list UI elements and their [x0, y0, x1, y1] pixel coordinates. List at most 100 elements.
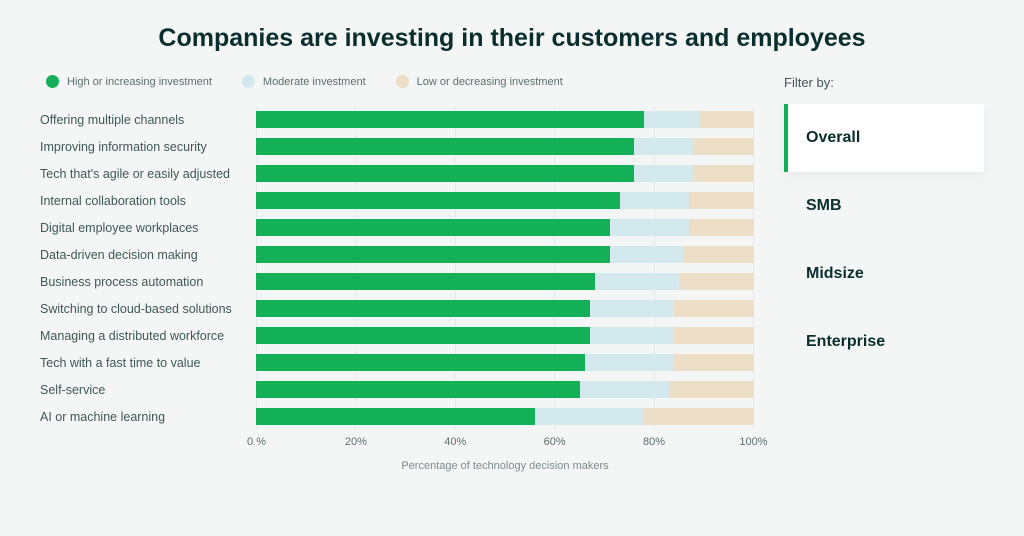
bar-row	[256, 187, 754, 214]
bar-segment	[256, 300, 590, 317]
bar-segment	[256, 381, 580, 398]
legend-label: High or increasing investment	[67, 76, 212, 88]
legend-swatch	[396, 75, 409, 88]
category-label: Offering multiple channels	[40, 106, 256, 133]
legend-label: Moderate investment	[263, 76, 366, 88]
category-label: AI or machine learning	[40, 403, 256, 430]
content: High or increasing investment Moderate in…	[40, 75, 984, 472]
bar-segment	[694, 138, 754, 155]
category-label: Improving information security	[40, 133, 256, 160]
stacked-bar	[256, 138, 754, 155]
bar-segment	[256, 273, 595, 290]
bar-segment	[256, 354, 585, 371]
bar-segment	[689, 192, 754, 209]
bar-segment	[699, 111, 754, 128]
category-label: Tech that's agile or easily adjusted	[40, 160, 256, 187]
legend-item: Moderate investment	[242, 75, 366, 88]
filter-title: Filter by:	[784, 75, 984, 90]
stacked-bar	[256, 111, 754, 128]
bar-row	[256, 160, 754, 187]
legend: High or increasing investment Moderate in…	[46, 75, 754, 88]
legend-label: Low or decreasing investment	[417, 76, 563, 88]
bar-segment	[256, 138, 634, 155]
filter-option-midsize[interactable]: Midsize	[784, 240, 984, 308]
x-tick: 80%	[654, 436, 655, 448]
category-label: Internal collaboration tools	[40, 187, 256, 214]
bar-row	[256, 241, 754, 268]
filter-option-overall[interactable]: Overall	[784, 104, 984, 172]
bar-row	[256, 295, 754, 322]
stacked-bar	[256, 408, 754, 425]
bar-row	[256, 322, 754, 349]
bar-segment	[674, 300, 754, 317]
bar-segment	[256, 192, 620, 209]
category-label: Switching to cloud-based solutions	[40, 295, 256, 322]
bar-segment	[610, 219, 690, 236]
category-label: Digital employee workplaces	[40, 214, 256, 241]
bar-segment	[679, 273, 754, 290]
y-axis-labels: Offering multiple channelsImproving info…	[40, 106, 256, 448]
category-label: Data-driven decision making	[40, 241, 256, 268]
bars	[256, 106, 754, 430]
stacked-bar	[256, 192, 754, 209]
bar-segment	[590, 300, 675, 317]
bar-segment	[535, 408, 645, 425]
page-title: Companies are investing in their custome…	[40, 24, 984, 53]
category-label: Managing a distributed workforce	[40, 322, 256, 349]
x-tick: 40%	[455, 436, 456, 448]
bar-row	[256, 403, 754, 430]
chart-body: Offering multiple channelsImproving info…	[40, 106, 754, 448]
stacked-bar	[256, 381, 754, 398]
bar-segment	[256, 219, 610, 236]
bar-row	[256, 106, 754, 133]
filter-option-smb[interactable]: SMB	[784, 172, 984, 240]
legend-swatch	[242, 75, 255, 88]
bar-segment	[669, 381, 754, 398]
filter-list: OverallSMBMidsizeEnterprise	[784, 104, 984, 376]
bar-segment	[580, 381, 670, 398]
bar-segment	[256, 111, 644, 128]
bar-row	[256, 268, 754, 295]
bar-segment	[634, 165, 694, 182]
bar-segment	[694, 165, 754, 182]
stacked-bar	[256, 300, 754, 317]
bar-segment	[634, 138, 694, 155]
bar-segment	[644, 111, 699, 128]
bar-segment	[256, 408, 535, 425]
stacked-bar	[256, 246, 754, 263]
chart-area: High or increasing investment Moderate in…	[40, 75, 754, 472]
bar-segment	[644, 408, 754, 425]
bar-segment	[590, 327, 675, 344]
x-tick: 100%	[753, 436, 754, 448]
legend-item: Low or decreasing investment	[396, 75, 563, 88]
bar-segment	[689, 219, 754, 236]
bar-segment	[674, 354, 754, 371]
bar-segment	[585, 354, 675, 371]
bar-row	[256, 133, 754, 160]
stacked-bar	[256, 165, 754, 182]
bar-segment	[595, 273, 680, 290]
legend-swatch	[46, 75, 59, 88]
bar-row	[256, 376, 754, 403]
bar-row	[256, 349, 754, 376]
filter-panel: Filter by: OverallSMBMidsizeEnterprise	[784, 75, 984, 472]
stacked-bar	[256, 327, 754, 344]
bar-segment	[256, 327, 590, 344]
x-tick: 20%	[355, 436, 356, 448]
stacked-bar	[256, 354, 754, 371]
legend-item: High or increasing investment	[46, 75, 212, 88]
x-tick: 0 %	[256, 436, 257, 448]
bar-segment	[684, 246, 754, 263]
x-axis-ticks: 0 % 20% 40% 60% 80% 100%	[256, 436, 754, 448]
bar-row	[256, 214, 754, 241]
bar-segment	[620, 192, 690, 209]
filter-option-enterprise[interactable]: Enterprise	[784, 308, 984, 376]
stacked-bar	[256, 273, 754, 290]
bar-segment	[256, 246, 610, 263]
category-label: Business process automation	[40, 268, 256, 295]
stacked-bar	[256, 219, 754, 236]
bar-segment	[256, 165, 634, 182]
category-label: Self-service	[40, 376, 256, 403]
x-tick: 60%	[554, 436, 555, 448]
category-label: Tech with a fast time to value	[40, 349, 256, 376]
